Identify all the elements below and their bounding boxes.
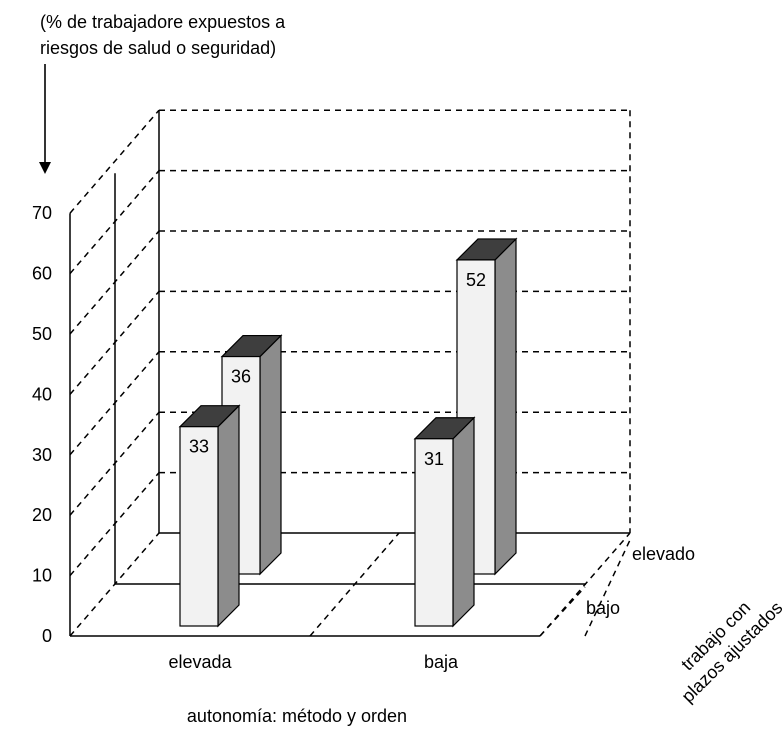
x-category-label-elevada: elevada <box>168 652 232 672</box>
bar-value-label: 52 <box>466 270 486 290</box>
down-arrow-icon <box>39 64 51 174</box>
depth-label-elevado: elevado <box>632 544 695 564</box>
bar-side <box>217 404 240 628</box>
y-axis-label-line-2: riesgos de salud o seguridad) <box>40 38 276 58</box>
bar: 31 <box>413 416 476 628</box>
x-axis-label: autonomía: método y orden <box>187 706 407 726</box>
bar-side <box>494 237 517 576</box>
bar-front <box>414 438 454 627</box>
y-tick-label: 40 <box>32 384 52 404</box>
bar-side <box>259 334 282 576</box>
gridline-left-wall <box>69 532 160 637</box>
bar-side <box>452 416 475 628</box>
bar-front <box>179 426 219 627</box>
y-tick-label: 0 <box>42 626 52 646</box>
y-tick-label: 60 <box>32 264 52 284</box>
y-tick-label: 10 <box>32 566 52 586</box>
x-category-label-baja: baja <box>424 652 459 672</box>
depth-connector <box>584 539 631 637</box>
gridline-left-wall <box>69 109 160 214</box>
y-tick-label: 70 <box>32 203 52 223</box>
y-axis-label-line-1: (% de trabajadore expuestos a <box>40 12 286 32</box>
y-tick-label: 30 <box>32 445 52 465</box>
y-tick-labels: 0 10 20 30 40 50 60 70 <box>32 203 52 646</box>
bar-value-label: 33 <box>189 437 209 457</box>
bar: 33 <box>178 404 241 628</box>
y-tick-label: 50 <box>32 324 52 344</box>
bar-value-label: 31 <box>424 449 444 469</box>
bar-value-label: 36 <box>231 367 251 387</box>
depth-label-bajo: bajo <box>586 598 620 618</box>
chart-frame <box>69 109 631 637</box>
y-tick-label: 20 <box>32 505 52 525</box>
bar: 52 <box>455 237 518 576</box>
bars: 36 52 33 31 <box>178 237 518 628</box>
depth-connector <box>539 586 586 637</box>
